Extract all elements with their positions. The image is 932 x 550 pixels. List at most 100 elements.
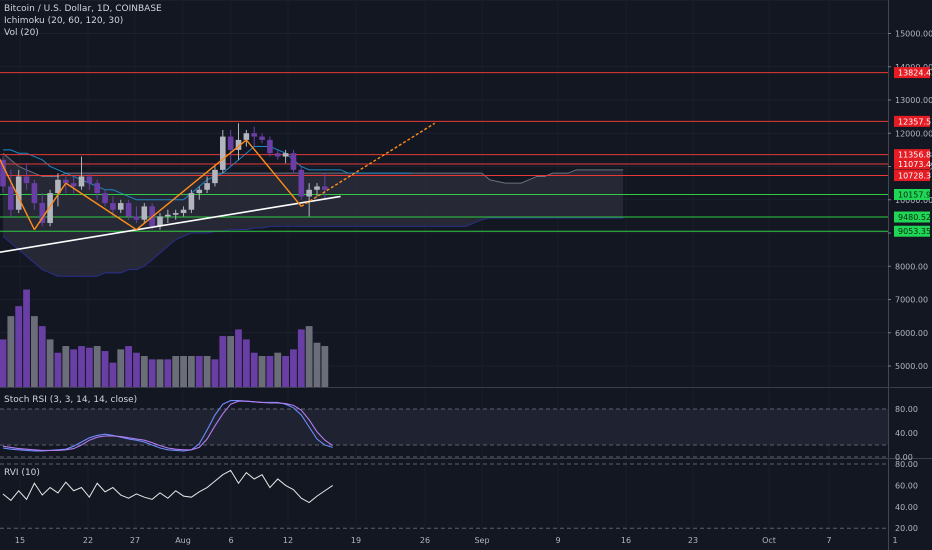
price-tick-label-8: 13000.00	[895, 96, 932, 105]
volume-bar	[117, 349, 125, 387]
candle	[172, 209, 179, 220]
level-tag-label-5: 10157.91	[898, 190, 932, 199]
x-tick-label-14: 1	[892, 536, 897, 545]
candle	[314, 183, 320, 197]
ichimoku-legend: Ichimoku (20, 60, 120, 30)	[4, 16, 124, 26]
volume-bar	[23, 289, 30, 387]
x-tick-label-11: 23	[688, 536, 698, 545]
candle-body	[220, 136, 226, 170]
volume-bar	[140, 356, 148, 387]
volume-bar	[313, 342, 321, 387]
candle-body	[94, 183, 100, 194]
candle	[282, 149, 289, 164]
level-tag-label-7: 9053.35	[898, 227, 931, 236]
x-tick-label-3: Aug	[175, 536, 191, 545]
volume-bar	[0, 339, 7, 387]
volume-bar	[211, 359, 219, 387]
candle	[220, 129, 226, 174]
zigzag-segment-5	[300, 122, 436, 207]
candle	[31, 179, 38, 210]
level-tag-7	[894, 225, 930, 237]
stoch-tick-label-1: 40.00	[895, 429, 918, 438]
candle	[251, 126, 257, 147]
candle-body	[172, 213, 179, 215]
zigzag-segment-0	[0, 158, 36, 230]
x-tick-label-8: Sep	[474, 536, 489, 545]
volume-bar	[46, 339, 54, 387]
volume-bar	[7, 316, 15, 387]
volume-bar	[290, 349, 297, 387]
level-tag-6	[894, 211, 930, 223]
volume-bar	[242, 339, 250, 387]
x-tick-label-0: 15	[15, 536, 25, 545]
price-tick-label-3: 8000.00	[895, 262, 928, 271]
x-tick-label-7: 26	[420, 536, 430, 545]
candle	[39, 193, 46, 227]
candle	[298, 166, 305, 200]
candle-body	[282, 153, 289, 157]
candle	[0, 156, 6, 194]
level-tag-label-2: 11356.88	[898, 151, 932, 160]
candle	[23, 163, 30, 190]
candle-body	[251, 133, 257, 137]
volume-bar	[78, 346, 85, 387]
candle	[78, 156, 85, 190]
candle-body	[204, 183, 210, 190]
zigzag-segment-1	[33, 182, 67, 231]
zigzag-segment-3	[136, 139, 247, 231]
level-tag-label-1: 12357.57	[898, 117, 932, 126]
level-tag-label-4: 10728.37	[898, 172, 932, 181]
volume-bar	[297, 329, 305, 387]
candle	[110, 196, 116, 217]
candle	[322, 173, 328, 200]
volume-bar	[282, 356, 289, 387]
candle-body	[259, 136, 265, 140]
rvi-tick-label-0: 20.00	[895, 524, 918, 533]
level-tag-3	[894, 158, 930, 170]
price-tick-label-1: 6000.00	[895, 329, 928, 338]
x-tick-label-1: 22	[83, 536, 93, 545]
level-tag-label-6: 9480.52	[898, 213, 931, 222]
candle-body	[70, 183, 77, 187]
candle-body	[102, 193, 108, 204]
candle	[267, 136, 273, 157]
candle-body	[117, 203, 124, 210]
rvi-legend: RVI (10)	[4, 468, 40, 478]
volume-bar	[31, 316, 38, 387]
volume-bar	[195, 356, 203, 387]
stoch-tick-label-2: 80.00	[895, 405, 918, 414]
candle	[141, 203, 148, 224]
candle-body	[110, 203, 116, 210]
x-tick-label-10: 16	[621, 536, 631, 545]
level-tag-label-3: 11073.40	[898, 160, 932, 169]
candle	[243, 129, 250, 147]
rvi-tick-label-3: 80.00	[895, 460, 918, 469]
zigzag-segment-4	[245, 139, 302, 207]
volume-bar	[156, 359, 164, 387]
candle	[274, 149, 281, 160]
level-tag-label-0: 13824.42	[898, 69, 932, 78]
candle-body	[212, 169, 218, 184]
candle	[63, 176, 69, 194]
volume-bar	[188, 356, 195, 387]
volume-bar	[62, 346, 70, 387]
candle	[157, 213, 163, 230]
candle-body	[15, 176, 22, 210]
candle-body	[314, 186, 320, 190]
candle	[188, 189, 195, 214]
volume-bar	[133, 352, 140, 387]
volume-legend: Vol (20)	[4, 28, 39, 38]
volume-bar	[203, 356, 211, 387]
x-tick-label-12: Oct	[762, 536, 776, 545]
x-tick-label-4: 6	[228, 536, 233, 545]
candle	[180, 206, 187, 217]
cloud-upper-line	[2, 152, 624, 184]
x-tick-label-9: 9	[555, 536, 560, 545]
volume-bar	[305, 326, 313, 387]
volume-bar	[227, 336, 235, 387]
candle-body	[196, 189, 203, 194]
price-tick-label-2: 7000.00	[895, 296, 928, 305]
volume-bar	[180, 356, 187, 387]
volume-bar	[70, 349, 78, 387]
